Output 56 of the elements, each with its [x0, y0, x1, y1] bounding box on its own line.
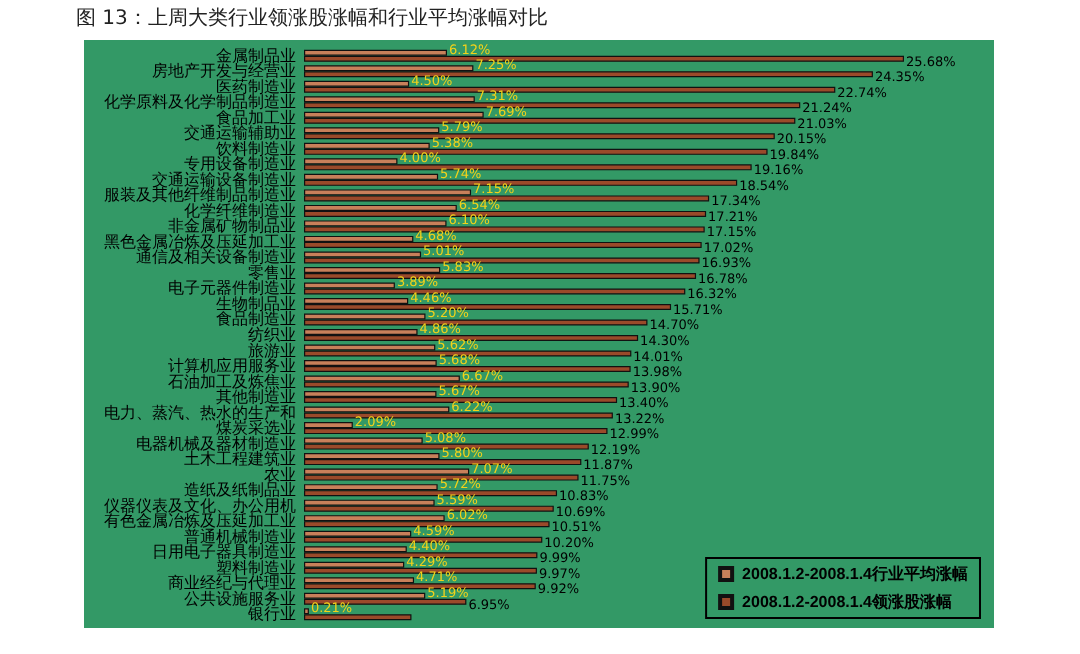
y-tick-label: 纺织业 [248, 326, 296, 344]
y-tick-label: 电子元器件制造业 [168, 279, 296, 298]
y-tick-label: 交通运输设备制造业 [152, 170, 296, 189]
bar [304, 397, 618, 404]
bar [304, 102, 801, 109]
bar [304, 428, 608, 435]
y-tick-label: 通信及相关设备制造业 [136, 248, 296, 267]
y-tick-label: 商业经纪与代理业 [168, 574, 296, 593]
bar [304, 583, 536, 590]
y-tick-label: 黑色金属冶炼及压延加工业 [104, 232, 296, 251]
y-tick-label: 农业 [264, 465, 296, 484]
chart-title: 图 13：上周大类行业领涨股涨幅和行业平均涨幅对比 [76, 5, 548, 32]
y-tick-label: 旅游业 [248, 341, 296, 360]
y-tick-label: 金属制品业 [216, 46, 296, 65]
bar [304, 366, 631, 373]
y-tick-label: 零售业 [248, 263, 296, 282]
y-tick-label: 有色金属冶炼及压延加工业 [104, 512, 296, 531]
y-tick-label: 生物制品业 [216, 294, 296, 313]
bar [304, 552, 538, 559]
bar [304, 133, 775, 140]
bar [304, 195, 710, 202]
y-tick-label: 石油加工及炼焦业 [168, 372, 296, 391]
bar [304, 614, 412, 621]
y-tick-label: 电器机械及器材制造业 [136, 434, 296, 453]
bar [304, 490, 558, 497]
y-tick-label: 医药制造业 [216, 77, 296, 96]
y-tick-label: 化学原料及化学制品制造业 [104, 93, 296, 112]
y-tick-label: 仪器仪表及文化、办公用机 [104, 496, 296, 515]
bar [304, 71, 873, 78]
y-tick-label: 化学纤维制造业 [184, 201, 296, 220]
y-tick-label: 专用设备制造业 [184, 155, 296, 174]
y-tick-label: 日用电子器具制造业 [152, 543, 296, 562]
y-tick-label: 交通运输辅助业 [184, 124, 296, 143]
legend-label: 2008.1.2-2008.1.4行业平均涨幅 [742, 565, 969, 583]
y-tick-label: 计算机应用服务业 [168, 357, 296, 376]
y-tick-label: 土木工程建筑业 [184, 450, 296, 469]
bar [304, 459, 582, 466]
y-tick-label: 食品加工业 [216, 108, 296, 127]
y-tick-label: 饮料制造业 [214, 139, 296, 158]
y-tick-label: 房地产开发与经营业 [152, 62, 296, 81]
bar [304, 164, 752, 171]
y-tick-label: 煤炭采选业 [216, 419, 296, 438]
y-tick-label: 其他制造业 [216, 388, 296, 407]
y-tick-label: 服装及其他纤维制品制造业 [104, 186, 296, 205]
y-tick-label: 电力、蒸汽、热水的生产和 [104, 403, 296, 422]
y-tick-label: 普通机械制造业 [184, 527, 296, 546]
y-tick-label: 塑料制造业 [216, 558, 296, 577]
legend-label: 2008.1.2-2008.1.4领涨股涨幅 [742, 593, 953, 611]
y-tick-label: 银行业 [246, 605, 296, 624]
bar [304, 521, 550, 528]
y-tick-label: 造纸及纸制品业 [184, 481, 296, 500]
y-tick-label: 非金属矿物制品业 [168, 217, 296, 236]
y-tick-label: 公共设施服务业 [184, 589, 296, 608]
bar [304, 226, 705, 233]
bar [304, 257, 700, 264]
y-tick-label: 食品制造业 [216, 310, 296, 329]
